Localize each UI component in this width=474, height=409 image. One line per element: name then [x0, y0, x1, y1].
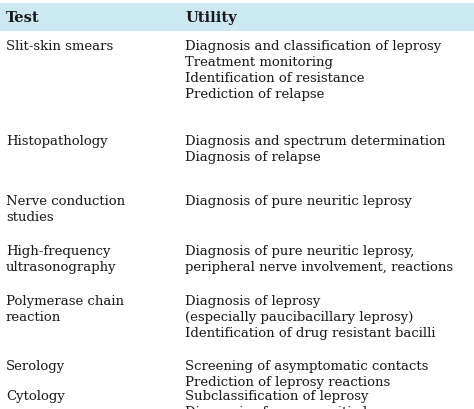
Text: (especially paucibacillary leprosy): (especially paucibacillary leprosy) — [185, 310, 413, 323]
Text: Cytology: Cytology — [6, 389, 65, 402]
Text: Diagnosis of leprosy: Diagnosis of leprosy — [185, 294, 320, 307]
Text: Polymerase chain: Polymerase chain — [6, 294, 124, 307]
Text: Diagnosis of pure neuritic leprosy,: Diagnosis of pure neuritic leprosy, — [185, 245, 414, 257]
Text: Diagnosis of pure neuritic leprosy: Diagnosis of pure neuritic leprosy — [185, 195, 412, 207]
Text: Test: Test — [6, 11, 40, 25]
Text: Diagnosis of relapse: Diagnosis of relapse — [185, 151, 321, 164]
Text: Utility: Utility — [185, 11, 237, 25]
Text: Treatment monitoring: Treatment monitoring — [185, 56, 333, 69]
Text: ultrasonography: ultrasonography — [6, 261, 117, 273]
Text: Diagnosis and classification of leprosy: Diagnosis and classification of leprosy — [185, 40, 441, 53]
Text: reaction: reaction — [6, 310, 61, 323]
Text: Identification of resistance: Identification of resistance — [185, 72, 365, 85]
Text: Nerve conduction: Nerve conduction — [6, 195, 125, 207]
Text: Serology: Serology — [6, 359, 65, 372]
Text: Diagnosis and spectrum determination: Diagnosis and spectrum determination — [185, 135, 446, 148]
Text: Prediction of relapse: Prediction of relapse — [185, 88, 324, 101]
Text: Screening of asymptomatic contacts: Screening of asymptomatic contacts — [185, 359, 428, 372]
Text: Prediction of leprosy reactions: Prediction of leprosy reactions — [185, 375, 390, 388]
Text: Histopathology: Histopathology — [6, 135, 108, 148]
Text: studies: studies — [6, 211, 54, 223]
Text: High-frequency: High-frequency — [6, 245, 110, 257]
Text: peripheral nerve involvement, reactions: peripheral nerve involvement, reactions — [185, 261, 453, 273]
Text: Diagnosis of pure neuritic leprosy: Diagnosis of pure neuritic leprosy — [185, 405, 412, 409]
Text: Identification of drug resistant bacilli: Identification of drug resistant bacilli — [185, 326, 436, 339]
Text: Slit-skin smears: Slit-skin smears — [6, 40, 113, 53]
Bar — [0, 4, 474, 32]
Text: Subclassification of leprosy: Subclassification of leprosy — [185, 389, 368, 402]
